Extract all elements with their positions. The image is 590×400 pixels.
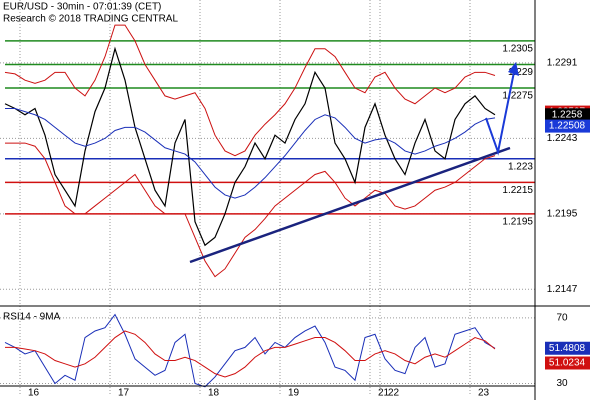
series-line <box>5 330 496 378</box>
series-line <box>5 107 496 199</box>
level-label: 1.2275 <box>502 91 533 102</box>
series-line <box>4 24 496 157</box>
x-tick-label: 22 <box>388 388 400 399</box>
level-label-bg <box>502 42 535 54</box>
y-tick-label: 1.2243 <box>547 133 578 144</box>
plot-area: 1.2305 1.229 1.2275 1.223 1.2215 1.2195 <box>0 0 535 395</box>
y-tick-label: 1.2291 <box>547 58 578 69</box>
level-label-bg <box>502 90 535 102</box>
series-line <box>4 313 496 388</box>
price-tag-label: 1.22508 <box>549 121 586 132</box>
rsi-title: RSI14 - 9MA <box>3 312 61 323</box>
x-tick-label: 17 <box>118 388 130 399</box>
value-tag <box>545 356 590 370</box>
price-tag <box>545 108 590 122</box>
trend-line <box>189 146 511 264</box>
x-tick-label: 23 <box>478 388 490 399</box>
x-tick-label: 21 <box>378 388 390 399</box>
level-label-bg <box>502 66 535 78</box>
y-tick-label: 70 <box>556 312 568 323</box>
level-label: 1.229 <box>508 67 533 78</box>
value-tag-label: 51.4808 <box>549 343 586 354</box>
forecast-arrow <box>485 71 515 156</box>
y-tick-label: 1.2195 <box>547 208 578 219</box>
level-label-bg <box>502 160 535 172</box>
level-label: 1.2305 <box>502 44 533 55</box>
y-tick-label: 1.2147 <box>547 284 578 295</box>
value-tag-label: 51.0234 <box>549 358 586 369</box>
x-tick-label: 19 <box>288 388 300 399</box>
price-tag <box>545 119 590 133</box>
series-line <box>4 46 496 247</box>
level-label: 1.223 <box>508 161 533 172</box>
price-tag-label: 1.2258 <box>552 109 583 120</box>
level-label: 1.2215 <box>502 185 533 196</box>
x-tick-label: 18 <box>208 388 220 399</box>
arrow-head <box>508 62 519 76</box>
chart-subtitle: Research © 2018 TRADING CENTRAL <box>3 14 178 25</box>
x-tick-label: 16 <box>28 388 40 399</box>
y-tick-label: 30 <box>556 378 568 389</box>
level-label: 1.2195 <box>502 216 533 227</box>
value-tag <box>545 341 590 355</box>
series-line <box>5 142 496 278</box>
level-label-bg <box>502 215 535 227</box>
level-label-bg <box>502 184 535 196</box>
chart-title: EUR/USD - 30min - 07:01:39 (CET) <box>3 2 161 13</box>
